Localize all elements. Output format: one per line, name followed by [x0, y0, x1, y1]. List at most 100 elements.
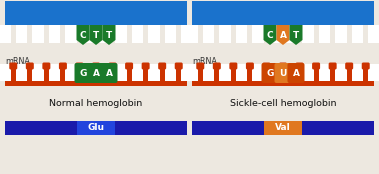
FancyBboxPatch shape — [99, 64, 110, 81]
FancyBboxPatch shape — [108, 62, 117, 69]
FancyBboxPatch shape — [335, 64, 347, 81]
FancyBboxPatch shape — [236, 25, 247, 43]
Polygon shape — [277, 25, 290, 45]
FancyBboxPatch shape — [75, 62, 83, 69]
Text: A: A — [293, 69, 299, 77]
FancyBboxPatch shape — [32, 64, 44, 81]
FancyBboxPatch shape — [269, 25, 280, 43]
FancyBboxPatch shape — [16, 64, 27, 81]
FancyBboxPatch shape — [0, 64, 11, 81]
Text: mRNA: mRNA — [192, 57, 217, 66]
FancyBboxPatch shape — [352, 25, 363, 43]
Text: T: T — [293, 31, 299, 40]
Text: Val: Val — [275, 124, 291, 132]
FancyBboxPatch shape — [0, 25, 11, 43]
FancyBboxPatch shape — [362, 62, 370, 69]
FancyBboxPatch shape — [203, 64, 214, 81]
FancyBboxPatch shape — [262, 63, 279, 83]
FancyBboxPatch shape — [49, 64, 60, 81]
FancyBboxPatch shape — [219, 64, 231, 81]
FancyBboxPatch shape — [42, 62, 50, 69]
FancyBboxPatch shape — [5, 1, 187, 25]
Text: C: C — [267, 31, 273, 40]
FancyBboxPatch shape — [213, 62, 221, 69]
FancyBboxPatch shape — [285, 64, 297, 81]
FancyBboxPatch shape — [229, 62, 237, 69]
FancyBboxPatch shape — [82, 25, 94, 43]
FancyBboxPatch shape — [16, 25, 27, 43]
FancyBboxPatch shape — [302, 25, 313, 43]
FancyBboxPatch shape — [246, 62, 254, 69]
FancyBboxPatch shape — [312, 62, 320, 69]
FancyBboxPatch shape — [88, 63, 105, 83]
FancyBboxPatch shape — [288, 63, 304, 83]
Text: Normal hemoglobin: Normal hemoglobin — [49, 100, 143, 109]
Text: T: T — [93, 31, 99, 40]
Polygon shape — [77, 25, 89, 45]
Polygon shape — [89, 25, 102, 45]
FancyBboxPatch shape — [100, 63, 117, 83]
FancyBboxPatch shape — [165, 64, 176, 81]
FancyBboxPatch shape — [32, 25, 44, 43]
FancyBboxPatch shape — [192, 65, 374, 86]
Text: A: A — [105, 69, 113, 77]
FancyBboxPatch shape — [75, 63, 91, 83]
Text: C: C — [80, 31, 86, 40]
FancyBboxPatch shape — [192, 121, 374, 135]
FancyBboxPatch shape — [219, 25, 231, 43]
FancyBboxPatch shape — [192, 1, 374, 25]
Text: A: A — [92, 69, 100, 77]
FancyBboxPatch shape — [302, 64, 313, 81]
FancyBboxPatch shape — [368, 64, 379, 81]
FancyBboxPatch shape — [77, 121, 115, 135]
FancyBboxPatch shape — [368, 25, 379, 43]
Text: G: G — [266, 69, 274, 77]
FancyBboxPatch shape — [296, 62, 304, 69]
FancyBboxPatch shape — [5, 65, 187, 86]
FancyBboxPatch shape — [148, 25, 160, 43]
FancyBboxPatch shape — [49, 25, 60, 43]
FancyBboxPatch shape — [132, 64, 143, 81]
FancyBboxPatch shape — [59, 62, 67, 69]
FancyBboxPatch shape — [285, 25, 297, 43]
FancyBboxPatch shape — [92, 62, 100, 69]
FancyBboxPatch shape — [279, 62, 287, 69]
FancyBboxPatch shape — [269, 64, 280, 81]
FancyBboxPatch shape — [66, 64, 77, 81]
FancyBboxPatch shape — [175, 62, 183, 69]
FancyBboxPatch shape — [142, 62, 150, 69]
FancyBboxPatch shape — [252, 25, 264, 43]
Polygon shape — [290, 25, 302, 45]
FancyBboxPatch shape — [99, 25, 110, 43]
FancyBboxPatch shape — [125, 62, 133, 69]
FancyBboxPatch shape — [274, 63, 291, 83]
FancyBboxPatch shape — [165, 25, 176, 43]
Text: Sickle-cell hemoglobin: Sickle-cell hemoglobin — [230, 100, 336, 109]
FancyBboxPatch shape — [5, 121, 187, 135]
Text: Mutant hemoglobin DNA: Mutant hemoglobin DNA — [225, 7, 341, 16]
FancyBboxPatch shape — [319, 64, 330, 81]
FancyBboxPatch shape — [9, 62, 17, 69]
FancyBboxPatch shape — [329, 62, 337, 69]
FancyBboxPatch shape — [181, 64, 193, 81]
FancyBboxPatch shape — [236, 64, 247, 81]
FancyBboxPatch shape — [66, 25, 77, 43]
FancyBboxPatch shape — [196, 62, 204, 69]
FancyBboxPatch shape — [181, 25, 193, 43]
FancyBboxPatch shape — [158, 62, 166, 69]
FancyBboxPatch shape — [335, 25, 347, 43]
Text: Glu: Glu — [88, 124, 105, 132]
Text: A: A — [279, 31, 287, 40]
Text: T: T — [106, 31, 112, 40]
Polygon shape — [102, 25, 116, 45]
FancyBboxPatch shape — [132, 25, 143, 43]
FancyBboxPatch shape — [203, 25, 214, 43]
FancyBboxPatch shape — [262, 62, 271, 69]
FancyBboxPatch shape — [115, 25, 127, 43]
FancyBboxPatch shape — [148, 64, 160, 81]
FancyBboxPatch shape — [186, 25, 198, 43]
FancyBboxPatch shape — [26, 62, 34, 69]
Text: U: U — [279, 69, 287, 77]
Text: Normal hemoglobin DNA: Normal hemoglobin DNA — [38, 7, 155, 16]
Text: mRNA: mRNA — [5, 57, 30, 66]
